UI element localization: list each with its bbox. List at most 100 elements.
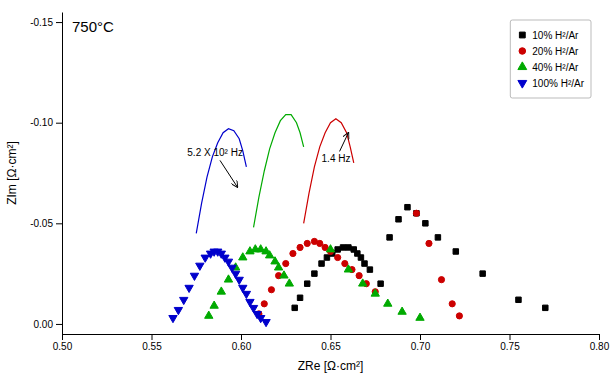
tick: 0.75 [500, 334, 520, 352]
point [319, 261, 324, 266]
legend-label: 20% H²/Ar [532, 46, 579, 57]
point [297, 295, 302, 300]
point [326, 245, 334, 252]
point [344, 265, 352, 272]
tick-mark [420, 334, 421, 340]
tick-label: 0.65 [321, 341, 341, 352]
point [283, 260, 289, 266]
point [224, 275, 232, 282]
tick-label: 0.55 [142, 341, 162, 352]
point [371, 289, 379, 296]
tick-label: 0.70 [411, 341, 431, 352]
tick: -0.15 [30, 17, 62, 28]
point [359, 279, 367, 286]
point [196, 263, 204, 270]
point [396, 217, 401, 222]
point [285, 279, 293, 286]
series-line [304, 119, 354, 224]
tick-label: -0.10 [30, 117, 53, 128]
point [274, 263, 282, 270]
point [378, 281, 383, 286]
point [290, 250, 296, 256]
point [201, 255, 209, 262]
point [235, 277, 243, 284]
annotation-arrow [220, 160, 237, 187]
x-axis-title: ZRe [Ω·cm²] [298, 359, 364, 373]
point [453, 249, 458, 254]
tick: 0.70 [411, 334, 431, 352]
axis-line [62, 13, 63, 335]
point [242, 291, 250, 298]
point [387, 235, 392, 240]
tick-label: 0.00 [34, 319, 54, 330]
tick-mark [331, 334, 332, 340]
legend-symbol [518, 80, 527, 88]
legend-symbol [519, 32, 525, 38]
point [185, 285, 193, 292]
annotations: 5.2 X 10² Hz1.4 Hz [187, 133, 350, 187]
point [413, 210, 419, 216]
tick-mark [56, 324, 62, 325]
annotation: 1.4 Hz [322, 153, 351, 164]
legend-symbol [519, 48, 526, 55]
point [312, 271, 317, 276]
y-axis: 0.00 -0.05 -0.10 -0.15 [30, 13, 62, 335]
tick-mark [56, 223, 62, 224]
point [261, 301, 267, 307]
point [304, 240, 310, 246]
tick: 0.65 [321, 334, 341, 352]
point [384, 299, 392, 306]
point [414, 211, 419, 216]
tick: 0.50 [53, 334, 73, 352]
tick-label: 0.75 [500, 341, 520, 352]
point [169, 315, 177, 322]
legend: 10% H²/Ar20% H²/Ar40% H²/Ar100% H²/Ar [510, 20, 591, 98]
point [362, 261, 367, 266]
point [297, 244, 303, 250]
title: 750°C [72, 18, 114, 35]
marks [169, 115, 548, 327]
point [405, 204, 410, 209]
series-points [292, 204, 548, 310]
tick-mark [599, 334, 600, 340]
point [292, 305, 297, 310]
point [335, 247, 340, 252]
point [324, 255, 329, 260]
tick-label: -0.05 [30, 218, 53, 229]
point [480, 271, 485, 276]
tick: 0.60 [232, 334, 252, 352]
point [423, 221, 428, 226]
series-points [169, 249, 270, 327]
tick-mark [56, 123, 62, 124]
tick-label: 0.80 [590, 341, 610, 352]
point [367, 267, 372, 272]
point [435, 235, 440, 240]
tick: -0.10 [30, 117, 62, 128]
point [356, 273, 362, 279]
legend-frame [510, 20, 591, 98]
annotation-arrow [340, 133, 349, 152]
point [265, 251, 273, 258]
point [449, 301, 455, 307]
point [271, 257, 279, 264]
point [438, 277, 444, 283]
point [335, 254, 341, 260]
tick-mark [241, 334, 242, 340]
point [280, 271, 288, 278]
legend-label: 100% H²/Ar [532, 78, 584, 89]
point [205, 311, 213, 318]
point [543, 305, 548, 310]
tick: -0.05 [30, 218, 62, 229]
chart: 0.50 0.55 0.60 0.65 0.70 0.75 0.80 0.00 -0.05 -0.… [0, 0, 613, 378]
point [268, 287, 274, 293]
tick-mark [62, 334, 63, 340]
point [426, 240, 432, 246]
legend-label: 40% H²/Ar [532, 62, 579, 73]
series-points [205, 245, 425, 321]
tick-mark [56, 22, 62, 23]
point [342, 260, 348, 266]
tick-label: 0.60 [232, 341, 252, 352]
point [180, 297, 188, 304]
point [262, 320, 270, 327]
y-axis-title: ZIm [Ω·cm²] [5, 141, 19, 205]
